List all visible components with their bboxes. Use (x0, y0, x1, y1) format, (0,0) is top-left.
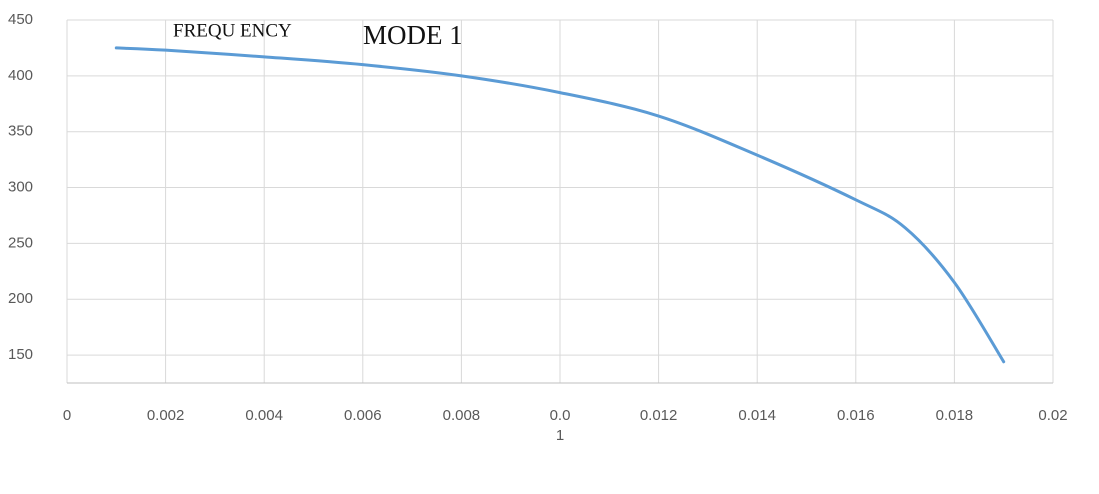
y-tick-label: 200 (8, 290, 33, 307)
line-series (114, 46, 1006, 364)
x-tick-label: 0.016 (837, 407, 875, 424)
x-tick-label: 0.004 (245, 407, 283, 424)
y-tick-label: 450 (8, 11, 33, 28)
y-tick-label: 300 (8, 179, 33, 196)
y-tick-label: 400 (8, 67, 33, 84)
y-tick-label: 250 (8, 234, 33, 251)
x-tick-label: 0 (62, 407, 72, 424)
x-tick-label: 0.008 (442, 407, 481, 424)
x-tick-label: 0.012 (639, 407, 678, 424)
x-tick-label: 0.002 (146, 407, 185, 424)
x-tick-label: 0.018 (935, 407, 974, 424)
x-tick-label: 0.02 (1038, 407, 1068, 424)
x-tick-label: 0.0 1 (549, 407, 571, 444)
x-tick-label: 0.014 (738, 407, 776, 424)
x-tick-label: 0.006 (344, 407, 382, 424)
y-tick-label: 350 (8, 123, 33, 140)
annotation: FREQU ENCY (173, 20, 292, 41)
annotation: MODE 1 (363, 20, 463, 50)
y-tick-label: 150 (8, 346, 33, 363)
